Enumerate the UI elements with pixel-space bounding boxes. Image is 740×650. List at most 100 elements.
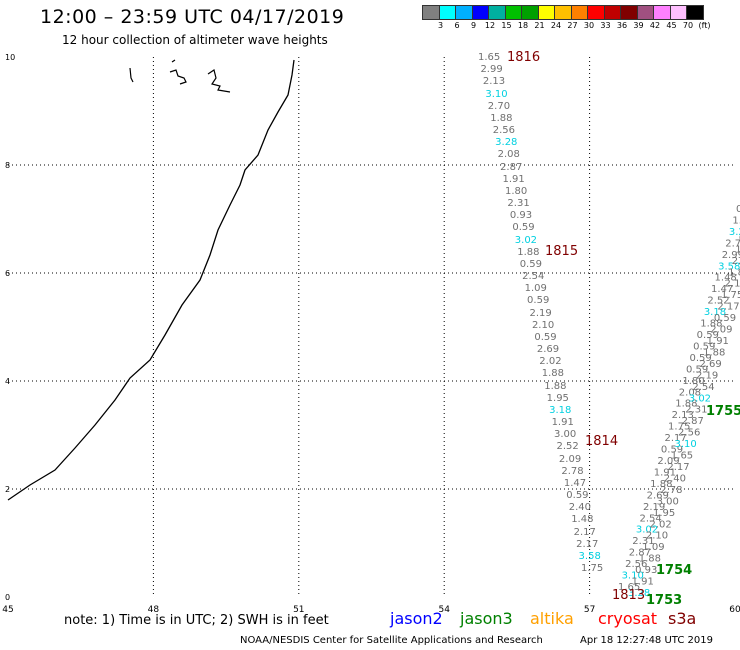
island-outline xyxy=(129,67,134,83)
track-value-label: 1.75 xyxy=(668,422,690,433)
color-legend-label: 15 xyxy=(501,21,512,30)
track-value-label: 1.75 xyxy=(581,563,604,574)
track-value-label: 2.17 xyxy=(717,302,739,313)
page-title: 12:00 – 23:59 UTC 04/17/2019 xyxy=(40,6,345,28)
track-value-label: 2.09 xyxy=(558,453,582,465)
track-value-label: 2.13 xyxy=(725,279,740,290)
y-tick-label: 4 xyxy=(5,377,10,386)
track-value-label: 3.00 xyxy=(657,496,679,507)
track-value-label: 2.09 xyxy=(657,456,679,467)
track-time-label: 1816 xyxy=(507,50,541,65)
track-value-label: 2.10 xyxy=(531,319,555,331)
track-value-label: 2.08 xyxy=(497,149,520,161)
track-value-label: 2.56 xyxy=(678,428,700,439)
track-value-label: 1.95 xyxy=(653,508,675,519)
y-tick-label: 10 xyxy=(5,53,15,62)
color-legend-label: 42 xyxy=(649,21,661,30)
track-value-label: 2.19 xyxy=(696,370,718,381)
track-value-label: 3.58 xyxy=(718,261,740,272)
island-outline xyxy=(169,59,187,85)
satellite-legend-item: jason3 xyxy=(460,609,513,628)
track-value-label: 2.17 xyxy=(664,433,686,444)
x-tick-label: 60 xyxy=(729,605,740,615)
track-value-label: 2.10 xyxy=(646,531,668,542)
island-outline xyxy=(207,69,231,93)
track-value-label: 2.17 xyxy=(573,526,596,538)
color-legend-label: (ft) xyxy=(698,21,711,30)
track-value-label: 1.80 xyxy=(735,244,740,255)
track-value-label: 2.08 xyxy=(732,256,740,267)
track-value-label: 2.19 xyxy=(529,307,552,319)
track-value-label: 2.02 xyxy=(539,356,562,368)
track-value-label: 3.28 xyxy=(495,137,518,149)
track-value-label: 3.10 xyxy=(485,88,508,100)
track-value-label: 0.59 xyxy=(714,313,736,324)
track-value-label: 3.02 xyxy=(636,525,658,536)
axis-ticks: 45 48 51 54 57 60 0 2 4 6 8 10 xyxy=(2,53,740,615)
x-tick-label: 45 xyxy=(2,605,13,615)
track-value-label: 1.88 xyxy=(639,554,661,565)
color-legend-labels: 3 6 9 12 15 18 21 24 27 30 33 36 39 42 45 70 (ft) xyxy=(422,20,740,32)
track-value-label: 0.59 xyxy=(686,364,708,375)
track-value-label: 2.40 xyxy=(568,502,591,514)
track-value-label: 1.95 xyxy=(546,392,569,404)
track-value-label: 2.52 xyxy=(556,441,579,453)
track-value-label: 1.88 xyxy=(703,347,725,358)
track-value-label: 3.10 xyxy=(622,571,644,582)
track-value-label: 2.52 xyxy=(707,296,729,307)
track-value-label: 2.56 xyxy=(492,125,515,136)
track-value-label: 2.09 xyxy=(710,325,732,336)
track-value-label: 2.99 xyxy=(480,64,503,76)
credit-line: NOAA/NESDIS Center for Satellite Applica… xyxy=(240,635,543,646)
track-value-label: 3.28 xyxy=(628,588,650,599)
track-value-label: 3.18 xyxy=(549,404,572,416)
track-value-label: 2.54 xyxy=(692,382,714,393)
color-legend-label: 45 xyxy=(666,21,677,30)
track-value-label: 1.75 xyxy=(721,290,740,301)
track-value-label: 0.59 xyxy=(512,222,535,234)
track-value-label: 1.48 xyxy=(715,273,737,284)
track-value-label: 3.10 xyxy=(674,439,696,450)
track-value-label: 3.58 xyxy=(578,550,601,562)
satellite-legend-item: s3a xyxy=(668,609,697,628)
track-value-label: 1.91 xyxy=(502,173,525,185)
track-value-label: 2.56 xyxy=(625,559,647,570)
color-legend-label: 12 xyxy=(484,21,496,30)
track-value-label: 3.02 xyxy=(689,393,711,404)
track-value-label: 0.59 xyxy=(690,353,712,364)
track-value-label: 1.80 xyxy=(682,376,704,387)
color-legend-label: 18 xyxy=(517,21,529,30)
y-tick-label: 8 xyxy=(5,161,10,170)
track-value-label: 2.19 xyxy=(643,502,665,513)
coastline-path xyxy=(7,59,295,501)
track-value-label: 1.09 xyxy=(642,542,664,553)
track-value-label: 2.02 xyxy=(649,519,671,530)
map-grid xyxy=(8,57,735,597)
track-value-label: 0.59 xyxy=(534,331,557,343)
track-value-label: 3.28 xyxy=(729,227,740,238)
track-value-label: 1.88 xyxy=(700,319,722,330)
track-value-label: 2.69 xyxy=(647,490,669,501)
track-time-label: 1814 xyxy=(585,434,619,449)
color-legend-swatch xyxy=(686,5,704,20)
track-value-label: 1.88 xyxy=(517,246,540,258)
track-value-label: 0.59 xyxy=(519,258,542,270)
coastline xyxy=(7,59,295,501)
x-tick-label: 48 xyxy=(148,605,160,615)
track-value-label: 2.08 xyxy=(679,387,701,398)
color-legend: 3 6 9 12 15 18 21 24 27 30 33 36 39 42 45 70 (ft) xyxy=(422,5,740,32)
track-value-label: 2.78 xyxy=(660,485,682,496)
track-value-label: 2.17 xyxy=(576,538,599,550)
y-tick-label: 2 xyxy=(5,485,10,494)
track-value-label: 2.70 xyxy=(725,238,740,249)
track-value-label: 1.88 xyxy=(675,399,697,410)
track-value-label: 1.88 xyxy=(650,479,672,490)
track-value-label: 2.87 xyxy=(500,161,523,173)
track-value-label: 1.47 xyxy=(711,284,733,295)
track-time-label: 1813 xyxy=(612,588,646,603)
track-value-label: 0.59 xyxy=(661,445,683,456)
track-value-label: 2.17 xyxy=(667,462,689,473)
color-legend-label: 70 xyxy=(682,21,694,30)
track-value-label: 1.91 xyxy=(732,215,740,226)
